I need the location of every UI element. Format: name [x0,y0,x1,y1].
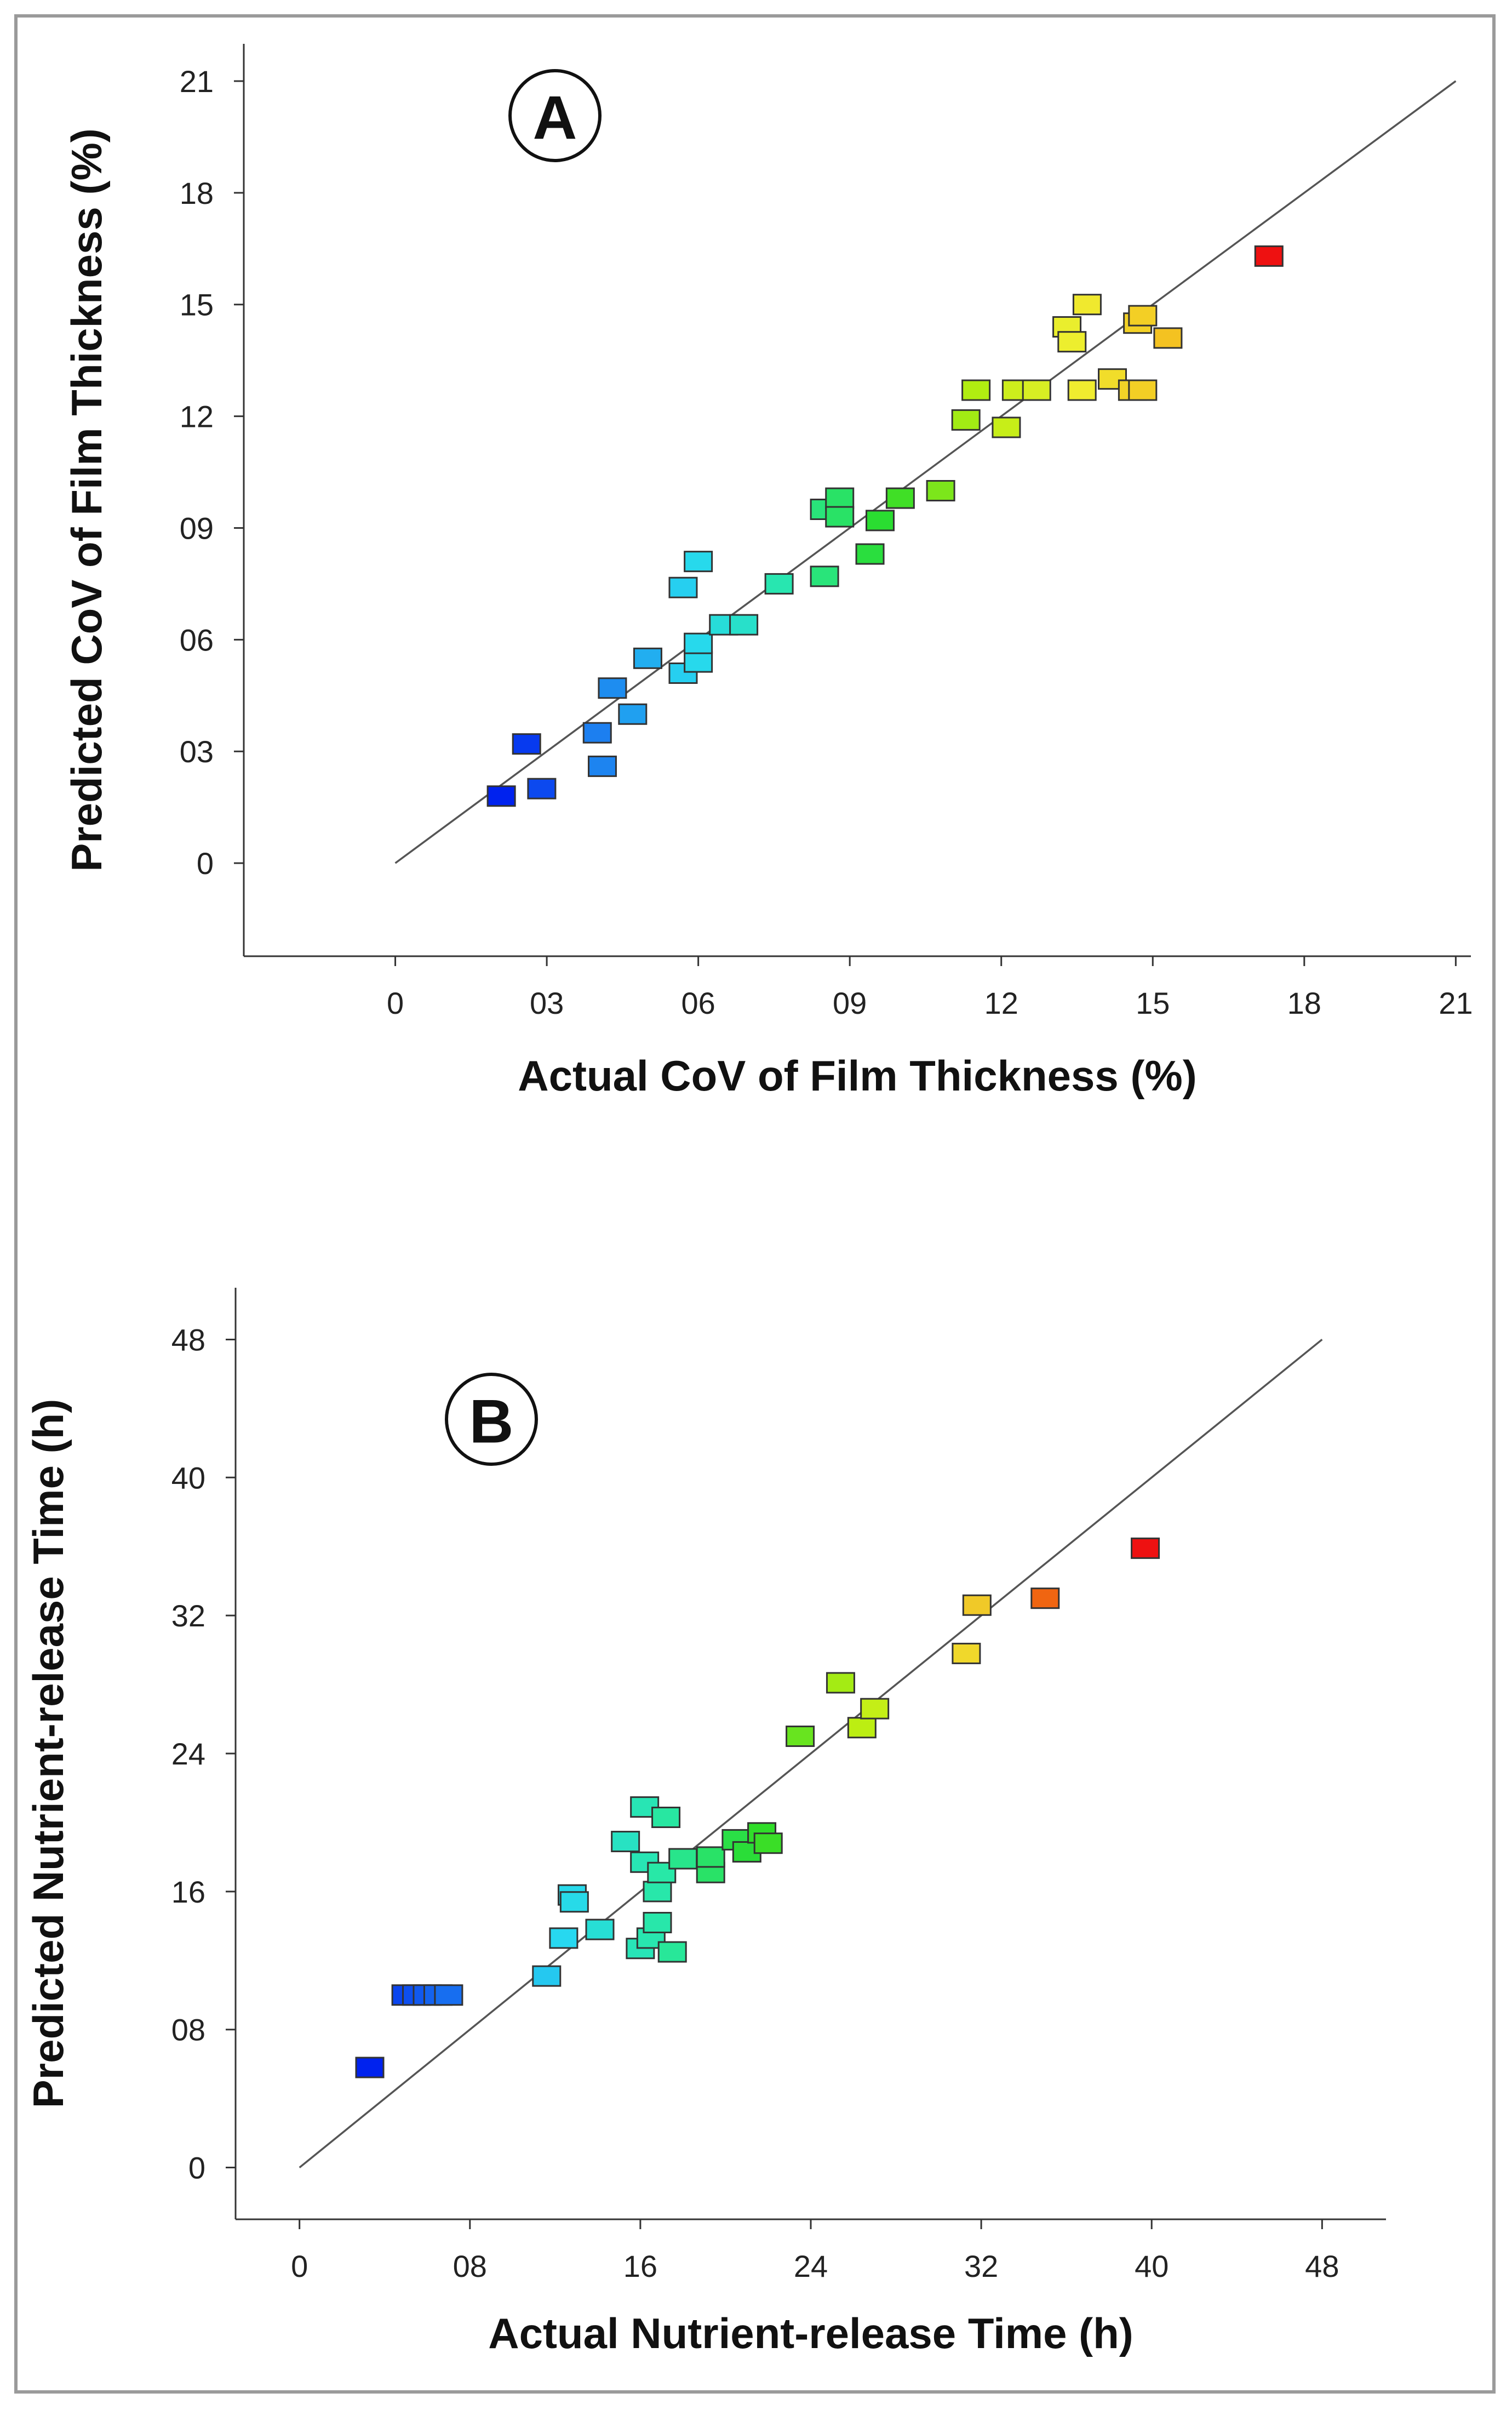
panel-a-data-point [684,551,713,573]
panel-b-label: B [469,1387,514,1456]
panel-a-x-axis-title: Actual CoV of Film Thickness (%) [518,1052,1197,1100]
panel-b-y-tick-label: 32 [171,1598,205,1633]
panel-a-data-point [961,379,991,401]
panel-b-data-point [549,1927,579,1949]
figure-frame [14,14,1496,2394]
panel-a-data-point [668,576,698,598]
panel-a-data-point [810,566,839,587]
panel-a-data-point [618,703,648,725]
panel-a-data-point [512,733,541,755]
panel-b-data-point [585,1918,615,1940]
panel-b-y-tick-label: 0 [188,2151,205,2185]
panel-b-x-tick-label: 40 [1135,2249,1169,2283]
panel-b-reference-line [299,1339,1323,2168]
panel-b-data-point [826,1672,855,1694]
panel-a-x-tick-label: 09 [833,986,867,1020]
panel-a-data-point [885,487,915,509]
panel-a-data-point [865,510,895,532]
panel-a-x-tick-label: 06 [681,986,715,1020]
panel-b-data-point [668,1848,698,1870]
panel-b-data-point [847,1717,877,1739]
panel-b-data-point [952,1642,981,1664]
panel-a-data-point [684,632,713,654]
panel-b-y-tick-label: 48 [171,1322,205,1357]
panel-a-x-tick-label: 0 [387,986,404,1020]
panel-a-x-tick-label: 21 [1439,986,1473,1020]
panel-b-y-tick-label: 16 [171,1875,205,1909]
panel-a-y-tick-label: 15 [180,288,214,322]
panel-a-data-point [992,416,1021,438]
panel-a-label: A [533,84,577,152]
panel-b-data-point [860,1698,890,1720]
panel-a-data-point [486,785,516,807]
panel-a-data-point [729,614,759,636]
panel-b-data-point [559,1891,589,1913]
panel-a-x-tick-label: 18 [1287,986,1321,1020]
panel-a-data-point [1022,379,1051,401]
panel-a-y-axis-title: Predicted CoV of Film Thickness (%) [62,128,111,872]
panel-b-y-tick-label: 24 [171,1737,205,1771]
panel-b-data-point [962,1594,992,1616]
panel-a-y-tick-label: 21 [180,64,214,99]
panel-a-data-point [825,487,855,509]
panel-b-x-tick-label: 24 [794,2249,828,2283]
panel-a-data-point [633,647,662,669]
panel-a-y-tick-label: 06 [180,623,214,657]
panel-b-data-point [1131,1537,1160,1559]
panel-b-x-tick-label: 0 [291,2249,308,2283]
panel-b-x-tick-label: 48 [1305,2249,1339,2283]
panel-a-y-tick-label: 0 [197,846,214,881]
panel-b-data-point [647,1861,677,1883]
panel-b-y-tick-label: 08 [171,2013,205,2047]
panel-b-data-point [753,1832,783,1854]
panel-b-data-point [611,1831,640,1853]
panel-b-data-point [696,1846,725,1868]
panel-b-x-tick-label: 08 [453,2249,487,2283]
panel-a-label-circle [508,69,602,162]
panel-b-y-tick-label: 40 [171,1460,205,1495]
panel-b-data-point [786,1726,815,1747]
panel-b-x-tick-label: 16 [623,2249,657,2283]
panel-a-reference-line [394,80,1457,864]
panel-a-data-point [587,755,617,777]
panel-b-x-axis-title: Actual Nutrient-release Time (h) [488,2309,1133,2357]
panel-b-data-point [434,1984,463,2006]
panel-b-y-axis-title: Predicted Nutrient-release Time (h) [24,1399,72,2109]
panel-a-data-point [1153,327,1183,349]
panel-a-y-tick-label: 18 [180,176,214,210]
panel-a-data-point [1254,245,1284,267]
panel-a-data-point [582,722,612,744]
panel-b-data-point [643,1881,672,1903]
panel-a-data-point [951,409,981,431]
panel-b: 0 08 16 24 32 40 48 0 08 16 24 32 40 48 Actual Nutrie… [24,1288,1386,2357]
panel-b-data-point [657,1941,687,1963]
panel-a-x-tick-label: 12 [984,986,1018,1020]
panel-a-data-point [1057,331,1087,353]
panel-a-data-point [1072,294,1102,316]
panel-a-data-point [855,543,885,565]
panel-a-x-tick-label: 03 [530,986,564,1020]
panel-a-data-point [1067,379,1097,401]
panel-a-y-tick-label: 03 [180,734,214,769]
panel-b-data-point [651,1806,681,1828]
panel-b-label-circle [445,1373,538,1466]
panel-a-data-point [1128,379,1158,401]
panel-b-data-point [532,1965,562,1987]
panel-a-data-point [764,573,794,595]
panel-a-data-point [1128,305,1158,327]
panel-b-data-point [1030,1587,1060,1609]
panel-a-data-point [825,506,855,528]
panel-b-x-tick-label: 32 [964,2249,998,2283]
panel-a-y-tick-label: 09 [180,511,214,545]
panel-a-x-tick-label: 15 [1136,986,1170,1020]
panel-a-data-point [527,778,557,799]
panel-b-data-point [643,1912,672,1934]
panel-a: 0 03 06 09 12 15 18 21 0 03 06 09 12 15 18 21 Actual Co… [62,44,1473,1100]
panel-a-data-point [926,480,955,502]
panel-a-y-tick-label: 12 [180,399,214,434]
panel-b-data-point [355,2057,385,2078]
panel-a-data-point [598,677,627,699]
panel-a-data-point [684,651,713,673]
